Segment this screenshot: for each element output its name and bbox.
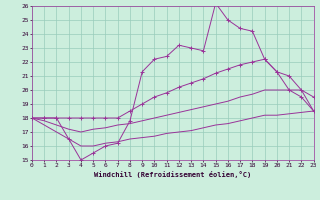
X-axis label: Windchill (Refroidissement éolien,°C): Windchill (Refroidissement éolien,°C) — [94, 171, 252, 178]
